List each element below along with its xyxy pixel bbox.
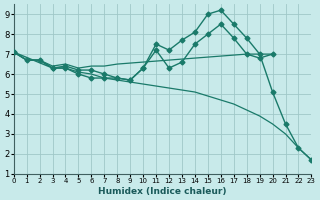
- X-axis label: Humidex (Indice chaleur): Humidex (Indice chaleur): [98, 187, 227, 196]
